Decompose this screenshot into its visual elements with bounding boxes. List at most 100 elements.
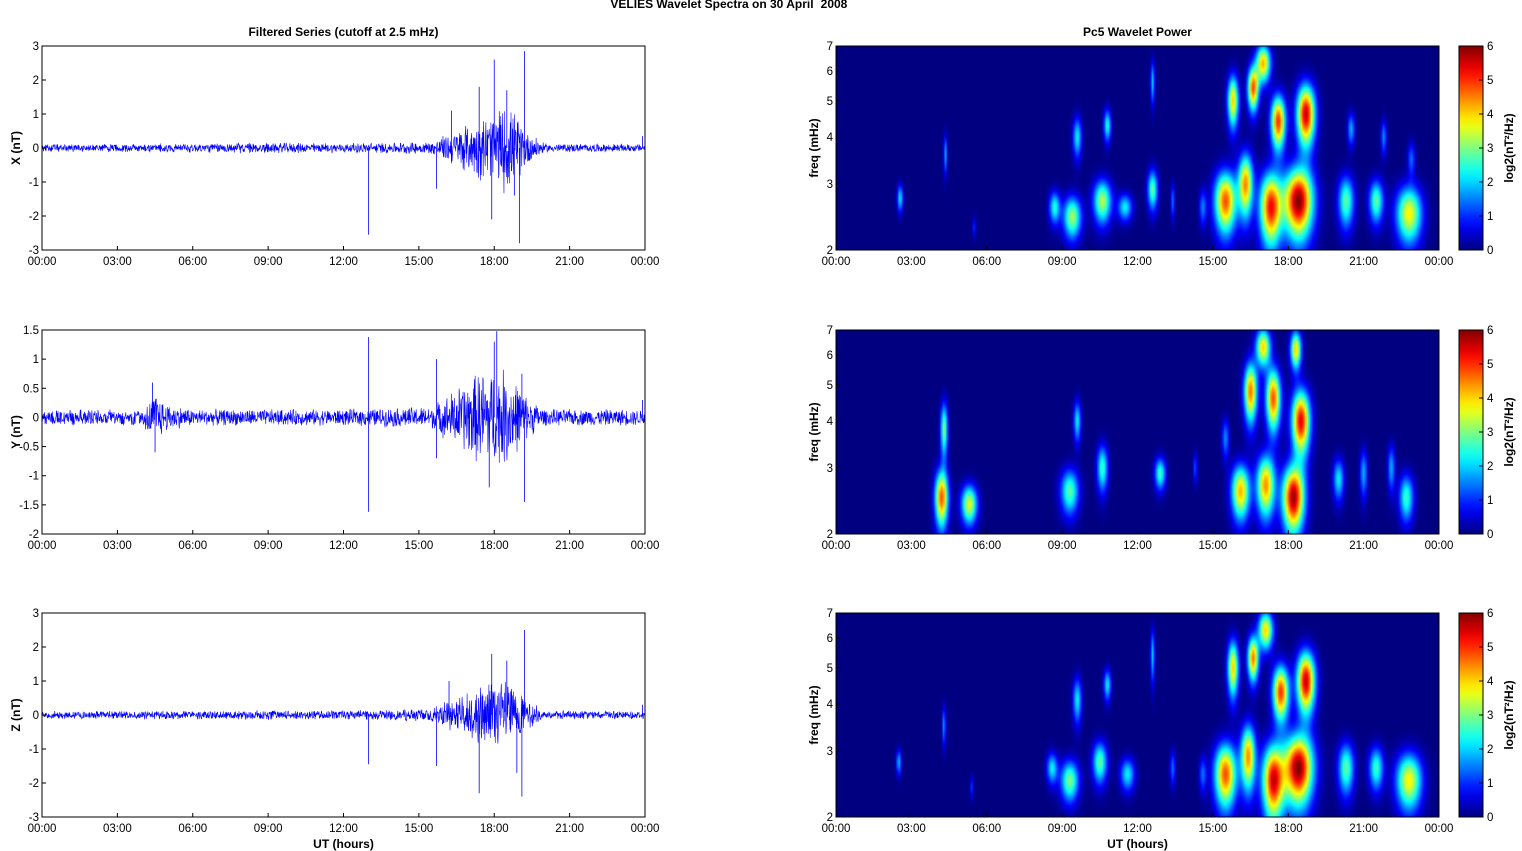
z-wavelet-ytick-label: 7: [827, 608, 833, 620]
y-wavelet-ytick-label: 7: [827, 325, 833, 337]
x-wavelet-ylabel: freq (mHz): [807, 118, 821, 177]
y-series-plot-bg: [42, 330, 645, 534]
x-series-xtick-label: 09:00: [254, 256, 283, 268]
z-series-trace: [41, 682, 646, 744]
y-series-xtick-label: 00:00: [28, 540, 57, 552]
x-series-xtick-label: 06:00: [178, 256, 207, 268]
y-wavelet-xtick-label: 15:00: [1198, 540, 1227, 552]
z-wavelet-xtick-label: 00:00: [822, 823, 851, 835]
x-wavelet-xtick-label: 00:00: [1425, 256, 1454, 268]
z-series-ytick-label: 0: [33, 710, 39, 722]
z-wavelet-xtick-label: 03:00: [897, 823, 926, 835]
y-wavelet-xtick-label: 12:00: [1123, 540, 1152, 552]
z-series-xtick-label: 18:00: [480, 823, 509, 835]
z-wavelet-xtick-label: 09:00: [1048, 823, 1077, 835]
y-wavelet-heatmap: [836, 330, 1439, 534]
z-series-xtick-label: 09:00: [254, 823, 283, 835]
x-series-xtick-label: 00:00: [631, 256, 660, 268]
x-wavelet-colorbar-label: 1: [1487, 211, 1493, 223]
x-wavelet-colorbar-label: 5: [1487, 75, 1493, 87]
z-series-xtick-label: 03:00: [103, 823, 132, 835]
y-wavelet-colorbar-label: 3: [1487, 427, 1493, 439]
x-series-ytick-label: -1: [29, 177, 39, 189]
y-series-ytick-label: 0.5: [23, 383, 39, 395]
y-series-xtick-label: 03:00: [103, 540, 132, 552]
y-wavelet-xtick-label: 00:00: [1425, 540, 1454, 552]
z-wavelet-colorbar-label: 4: [1487, 676, 1494, 688]
x-series-title: Filtered Series (cutoff at 2.5 mHz): [248, 25, 438, 39]
x-series-ytick-label: 3: [33, 41, 39, 53]
y-wavelet-xtick-label: 18:00: [1274, 540, 1303, 552]
z-series-xtick-label: 00:00: [28, 823, 57, 835]
z-series-xtick-label: 15:00: [404, 823, 433, 835]
z-series-ytick-label: -3: [29, 812, 39, 824]
z-wavelet-xtick-label: 15:00: [1198, 823, 1227, 835]
x-wavelet-xtick-label: 06:00: [972, 256, 1001, 268]
x-series-xtick-label: 03:00: [103, 256, 132, 268]
y-series-xtick-label: 15:00: [404, 540, 433, 552]
y-wavelet-colorbar-label: 5: [1487, 359, 1493, 371]
y-series-xtick-label: 09:00: [254, 540, 283, 552]
y-wavelet-colorbar-label: 4: [1487, 393, 1494, 405]
y-wavelet-ytick-label: 4: [827, 416, 834, 428]
x-series-xtick-label: 00:00: [28, 256, 57, 268]
z-wavelet-ytick-label: 6: [827, 633, 833, 645]
y-wavelet-colorbar-label: 2: [1487, 461, 1493, 473]
x-wavelet-colorbar-label: 0: [1487, 245, 1493, 257]
x-wavelet-heatmap: [836, 46, 1439, 250]
z-series-xtick-label: 06:00: [178, 823, 207, 835]
y-wavelet-xtick-label: 09:00: [1048, 540, 1077, 552]
z-series-xlabel: UT (hours): [313, 837, 374, 851]
x-wavelet-title: Pc5 Wavelet Power: [1083, 25, 1192, 39]
x-series-xtick-label: 15:00: [404, 256, 433, 268]
z-series-xtick-label: 00:00: [631, 823, 660, 835]
z-series-ytick-label: 2: [33, 642, 39, 654]
x-series-ytick-label: 1: [33, 109, 39, 121]
x-wavelet-ytick-label: 2: [827, 245, 833, 257]
y-series-xtick-label: 21:00: [555, 540, 584, 552]
z-wavelet-colorbar-label: 5: [1487, 642, 1493, 654]
y-series-ytick-label: 0: [33, 412, 39, 424]
z-wavelet-colorbar-label: 0: [1487, 812, 1493, 824]
z-wavelet-xlabel: UT (hours): [1107, 837, 1168, 851]
x-wavelet-colorbar-label: 6: [1487, 41, 1493, 53]
z-series-ytick-label: 3: [33, 608, 39, 620]
x-series-xtick-label: 12:00: [329, 256, 358, 268]
y-wavelet-ytick-label: 6: [827, 350, 833, 362]
y-series-xtick-label: 18:00: [480, 540, 509, 552]
y-series-xtick-label: 00:00: [631, 540, 660, 552]
z-series-xtick-label: 12:00: [329, 823, 358, 835]
y-wavelet-colorbar-label: 6: [1487, 325, 1493, 337]
figure-title: VELIES Wavelet Spectra on 30 April: [610, 0, 813, 11]
y-wavelet-ytick-label: 2: [827, 529, 833, 541]
y-wavelet-colorbar-title: log2(nT²/Hz): [1502, 397, 1516, 466]
x-series-ytick-label: 2: [33, 75, 39, 87]
z-wavelet-ytick-label: 3: [827, 746, 833, 758]
y-wavelet-ylabel: freq (mHz): [807, 402, 821, 461]
x-series-ytick-label: -2: [29, 211, 39, 223]
y-wavelet-xtick-label: 00:00: [822, 540, 851, 552]
z-wavelet-ytick-label: 5: [827, 663, 833, 675]
x-wavelet-xtick-label: 09:00: [1048, 256, 1077, 268]
z-series-ytick-label: -1: [29, 744, 39, 756]
y-series-ylabel: Y (nT): [9, 415, 23, 449]
z-wavelet-colorbar-label: 2: [1487, 744, 1493, 756]
x-wavelet-colorbar-label: 4: [1487, 109, 1494, 121]
z-wavelet-xtick-label: 00:00: [1425, 823, 1454, 835]
x-wavelet-ytick-label: 5: [827, 96, 833, 108]
z-wavelet-ytick-label: 2: [827, 812, 833, 824]
x-series-ytick-label: 0: [33, 143, 39, 155]
y-series-xtick-label: 06:00: [178, 540, 207, 552]
z-series-ytick-label: -2: [29, 778, 39, 790]
z-wavelet-xtick-label: 21:00: [1349, 823, 1378, 835]
y-series-ytick-label: 1.5: [23, 325, 39, 337]
y-wavelet-ytick-label: 3: [827, 463, 833, 475]
x-wavelet-xtick-label: 00:00: [822, 256, 851, 268]
y-series-xtick-label: 12:00: [329, 540, 358, 552]
y-series-ytick-label: -1: [29, 471, 39, 483]
x-series-ylabel: X (nT): [9, 131, 23, 165]
z-wavelet-ytick-label: 4: [827, 699, 834, 711]
x-wavelet-colorbar-title: log2(nT²/Hz): [1502, 113, 1516, 182]
z-series-ylabel: Z (nT): [9, 698, 23, 731]
